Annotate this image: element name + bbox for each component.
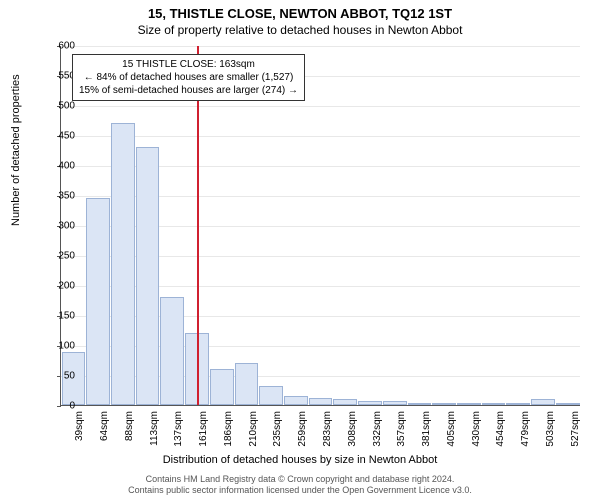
histogram-bar <box>531 399 555 405</box>
histogram-bar <box>432 403 456 405</box>
histogram-bar <box>210 369 234 405</box>
y-axis-label: Number of detached properties <box>10 74 22 226</box>
chart-container: 15, THISTLE CLOSE, NEWTON ABBOT, TQ12 1S… <box>0 0 600 500</box>
x-axis-label: Distribution of detached houses by size … <box>0 454 600 466</box>
annotation-line-2: ← 84% of detached houses are smaller (1,… <box>79 71 298 84</box>
ytick-label: 550 <box>45 71 75 82</box>
histogram-bar <box>235 363 259 405</box>
histogram-bar <box>284 396 308 405</box>
annotation-line-1: 15 THISTLE CLOSE: 163sqm <box>79 58 298 71</box>
histogram-bar <box>457 403 481 405</box>
ytick-label: 100 <box>45 341 75 352</box>
ytick-label: 0 <box>45 401 75 412</box>
histogram-bar <box>160 297 184 405</box>
ytick-label: 150 <box>45 311 75 322</box>
attribution-line-1: Contains HM Land Registry data © Crown c… <box>0 474 600 485</box>
ytick-label: 200 <box>45 281 75 292</box>
ytick-label: 400 <box>45 161 75 172</box>
chart-title: 15, THISTLE CLOSE, NEWTON ABBOT, TQ12 1S… <box>0 0 600 21</box>
attribution: Contains HM Land Registry data © Crown c… <box>0 474 600 497</box>
histogram-bar <box>333 399 357 405</box>
attribution-line-2: Contains public sector information licen… <box>0 485 600 496</box>
ytick-label: 300 <box>45 221 75 232</box>
ytick-label: 50 <box>45 371 75 382</box>
histogram-bar <box>259 386 283 405</box>
histogram-bar <box>408 403 432 405</box>
ytick-label: 250 <box>45 251 75 262</box>
annotation-box: 15 THISTLE CLOSE: 163sqm ← 84% of detach… <box>72 54 305 101</box>
ytick-label: 350 <box>45 191 75 202</box>
ytick-label: 600 <box>45 41 75 52</box>
histogram-bar <box>506 403 530 405</box>
chart-subtitle: Size of property relative to detached ho… <box>0 21 600 41</box>
histogram-bar <box>556 403 580 405</box>
histogram-bar <box>111 123 135 405</box>
histogram-bar <box>358 401 382 405</box>
histogram-bar <box>136 147 160 405</box>
ytick-label: 500 <box>45 101 75 112</box>
annotation-line-3: 15% of semi-detached houses are larger (… <box>79 84 298 97</box>
histogram-bar <box>482 403 506 405</box>
histogram-bar <box>86 198 110 405</box>
ytick-label: 450 <box>45 131 75 142</box>
histogram-bar <box>309 398 333 405</box>
histogram-bar <box>383 401 407 405</box>
